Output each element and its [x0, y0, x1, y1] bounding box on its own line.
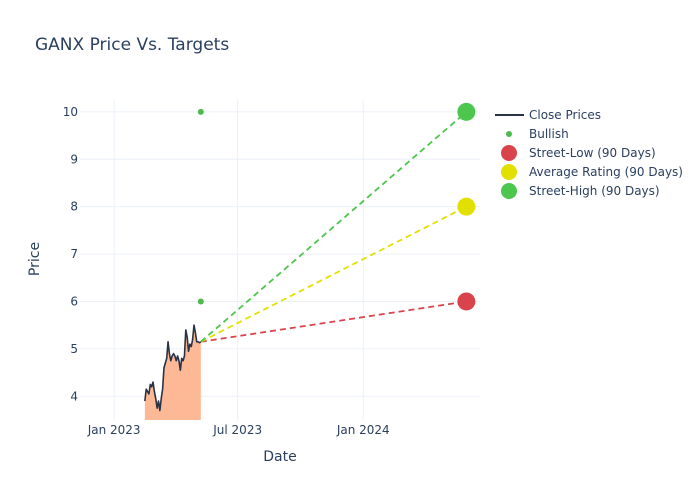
chart-title: GANX Price Vs. Targets [35, 35, 229, 55]
tick-layer: 4 5 6 7 8 9 10 Jan 2023 Jul 2023 Jan 2024 [63, 105, 390, 437]
x-axis-title: Date [263, 449, 296, 465]
data-layer [144, 102, 476, 420]
close-price-line [144, 324, 202, 412]
legend-label: Close Prices [529, 108, 601, 122]
bullish-point[interactable] [197, 108, 204, 115]
target-marker[interactable] [457, 102, 476, 121]
legend-label: Street-High (90 Days) [529, 184, 660, 198]
legend-item[interactable]: Average Rating (90 Days) [501, 164, 683, 180]
legend-label: Street-Low (90 Days) [529, 146, 656, 160]
legend-dot-swatch [506, 131, 512, 137]
target-marker[interactable] [457, 197, 476, 216]
target-marker[interactable] [457, 292, 476, 311]
legend-item[interactable]: Street-Low (90 Days) [501, 145, 656, 161]
x-tick-label: Jul 2023 [212, 423, 262, 437]
bullish-point[interactable] [197, 298, 204, 305]
legend-marker-swatch [501, 183, 517, 199]
y-tick-label: 5 [70, 342, 78, 356]
y-tick-label: 10 [63, 105, 78, 119]
y-tick-label: 7 [70, 247, 78, 261]
y-axis-title: Price [27, 242, 43, 276]
y-tick-label: 9 [70, 152, 78, 166]
grid-layer [80, 100, 480, 420]
legend-item[interactable]: Street-High (90 Days) [501, 183, 660, 199]
legend-marker-swatch [501, 164, 517, 180]
y-tick-label: 6 [70, 294, 78, 308]
y-tick-label: 8 [70, 200, 78, 214]
legend-item[interactable]: Close Prices [495, 108, 601, 122]
legend-item[interactable]: Bullish [506, 127, 569, 141]
legend-label: Bullish [529, 127, 569, 141]
target-line [200, 111, 467, 343]
x-tick-label: Jan 2024 [336, 423, 390, 437]
legend-marker-swatch [501, 145, 517, 161]
legend[interactable]: Close Prices Bullish Street-Low (90 Days) A… [495, 108, 683, 199]
close-price-area [144, 325, 201, 420]
y-tick-label: 4 [70, 389, 78, 403]
x-tick-label: Jan 2023 [87, 423, 141, 437]
legend-label: Average Rating (90 Days) [529, 165, 683, 179]
target-line [200, 300, 467, 343]
